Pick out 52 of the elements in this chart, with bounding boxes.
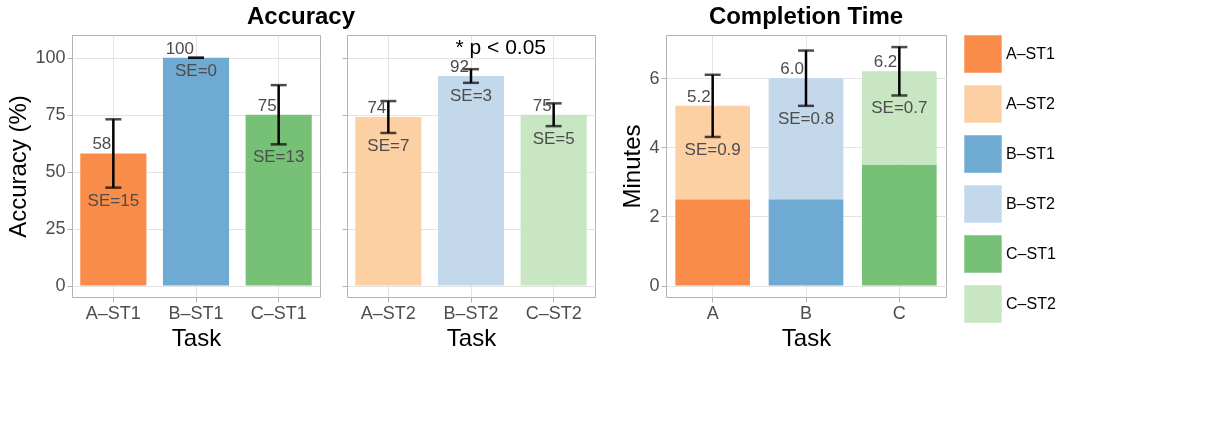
y-tick-label: 4 xyxy=(649,136,660,157)
annotation: * p < 0.05 xyxy=(455,35,547,58)
x-tick-label: A–ST1 xyxy=(85,302,141,323)
bar xyxy=(162,57,230,286)
annotation: SE=13 xyxy=(252,147,305,167)
y-tick-label: 100 xyxy=(35,47,66,68)
legend-label: B–ST1 xyxy=(1006,145,1056,162)
x-tick-label: C–ST1 xyxy=(250,302,307,323)
chart-title: Completion Time xyxy=(708,2,904,29)
annotation: SE=0.8 xyxy=(777,108,835,128)
annotation: SE=0.9 xyxy=(684,139,741,159)
x-tick-label: A–ST2 xyxy=(360,302,416,323)
x-tick-label: B xyxy=(799,302,813,323)
x-tick-label: C xyxy=(892,302,906,323)
y-tick-label: 6 xyxy=(649,67,660,88)
annotation: SE=3 xyxy=(449,85,493,105)
data-label: 74 xyxy=(367,98,387,118)
legend-label: C–ST1 xyxy=(1006,245,1056,262)
legend-label: A–ST1 xyxy=(1006,45,1056,62)
y-tick-label: 0 xyxy=(55,275,66,296)
data-label: 58 xyxy=(92,134,112,154)
annotation: SE=7 xyxy=(367,135,410,155)
y-axis-title: Accuracy (%) xyxy=(4,95,32,238)
x-axis-title: Task xyxy=(171,323,223,351)
x-axis-title: Task xyxy=(781,323,833,351)
annotation: SE=15 xyxy=(87,190,140,210)
legend-label: A–ST2 xyxy=(1006,95,1056,112)
legend-label: B–ST2 xyxy=(1006,195,1056,212)
x-tick-label: C–ST2 xyxy=(525,302,582,323)
y-tick-label: 75 xyxy=(45,104,66,125)
data-label: 100 xyxy=(165,38,194,58)
total-label: 6.2 xyxy=(873,52,898,72)
x-tick-label: A xyxy=(706,302,719,323)
y-tick-label: 0 xyxy=(649,275,660,296)
data-label: 75 xyxy=(532,95,552,115)
chart-title: Accuracy xyxy=(246,1,356,29)
annotation: SE=0.7 xyxy=(871,98,928,118)
x-axis-title: Task xyxy=(446,323,498,351)
x-tick-label: B–ST1 xyxy=(168,302,224,323)
y-tick-label: 2 xyxy=(649,205,660,226)
data-label: 92 xyxy=(450,57,469,77)
total-label: 6.0 xyxy=(780,59,804,79)
y-axis-title: Minutes xyxy=(618,124,646,209)
annotation: SE=5 xyxy=(532,129,575,149)
total-label: 5.2 xyxy=(687,86,711,106)
x-tick-label: B–ST2 xyxy=(443,302,499,323)
y-tick-label: 50 xyxy=(45,161,66,182)
y-tick-label: 25 xyxy=(45,218,66,239)
bar xyxy=(245,114,312,286)
data-label: 75 xyxy=(257,95,277,115)
bar xyxy=(80,153,147,286)
annotation: SE=0 xyxy=(174,60,218,80)
